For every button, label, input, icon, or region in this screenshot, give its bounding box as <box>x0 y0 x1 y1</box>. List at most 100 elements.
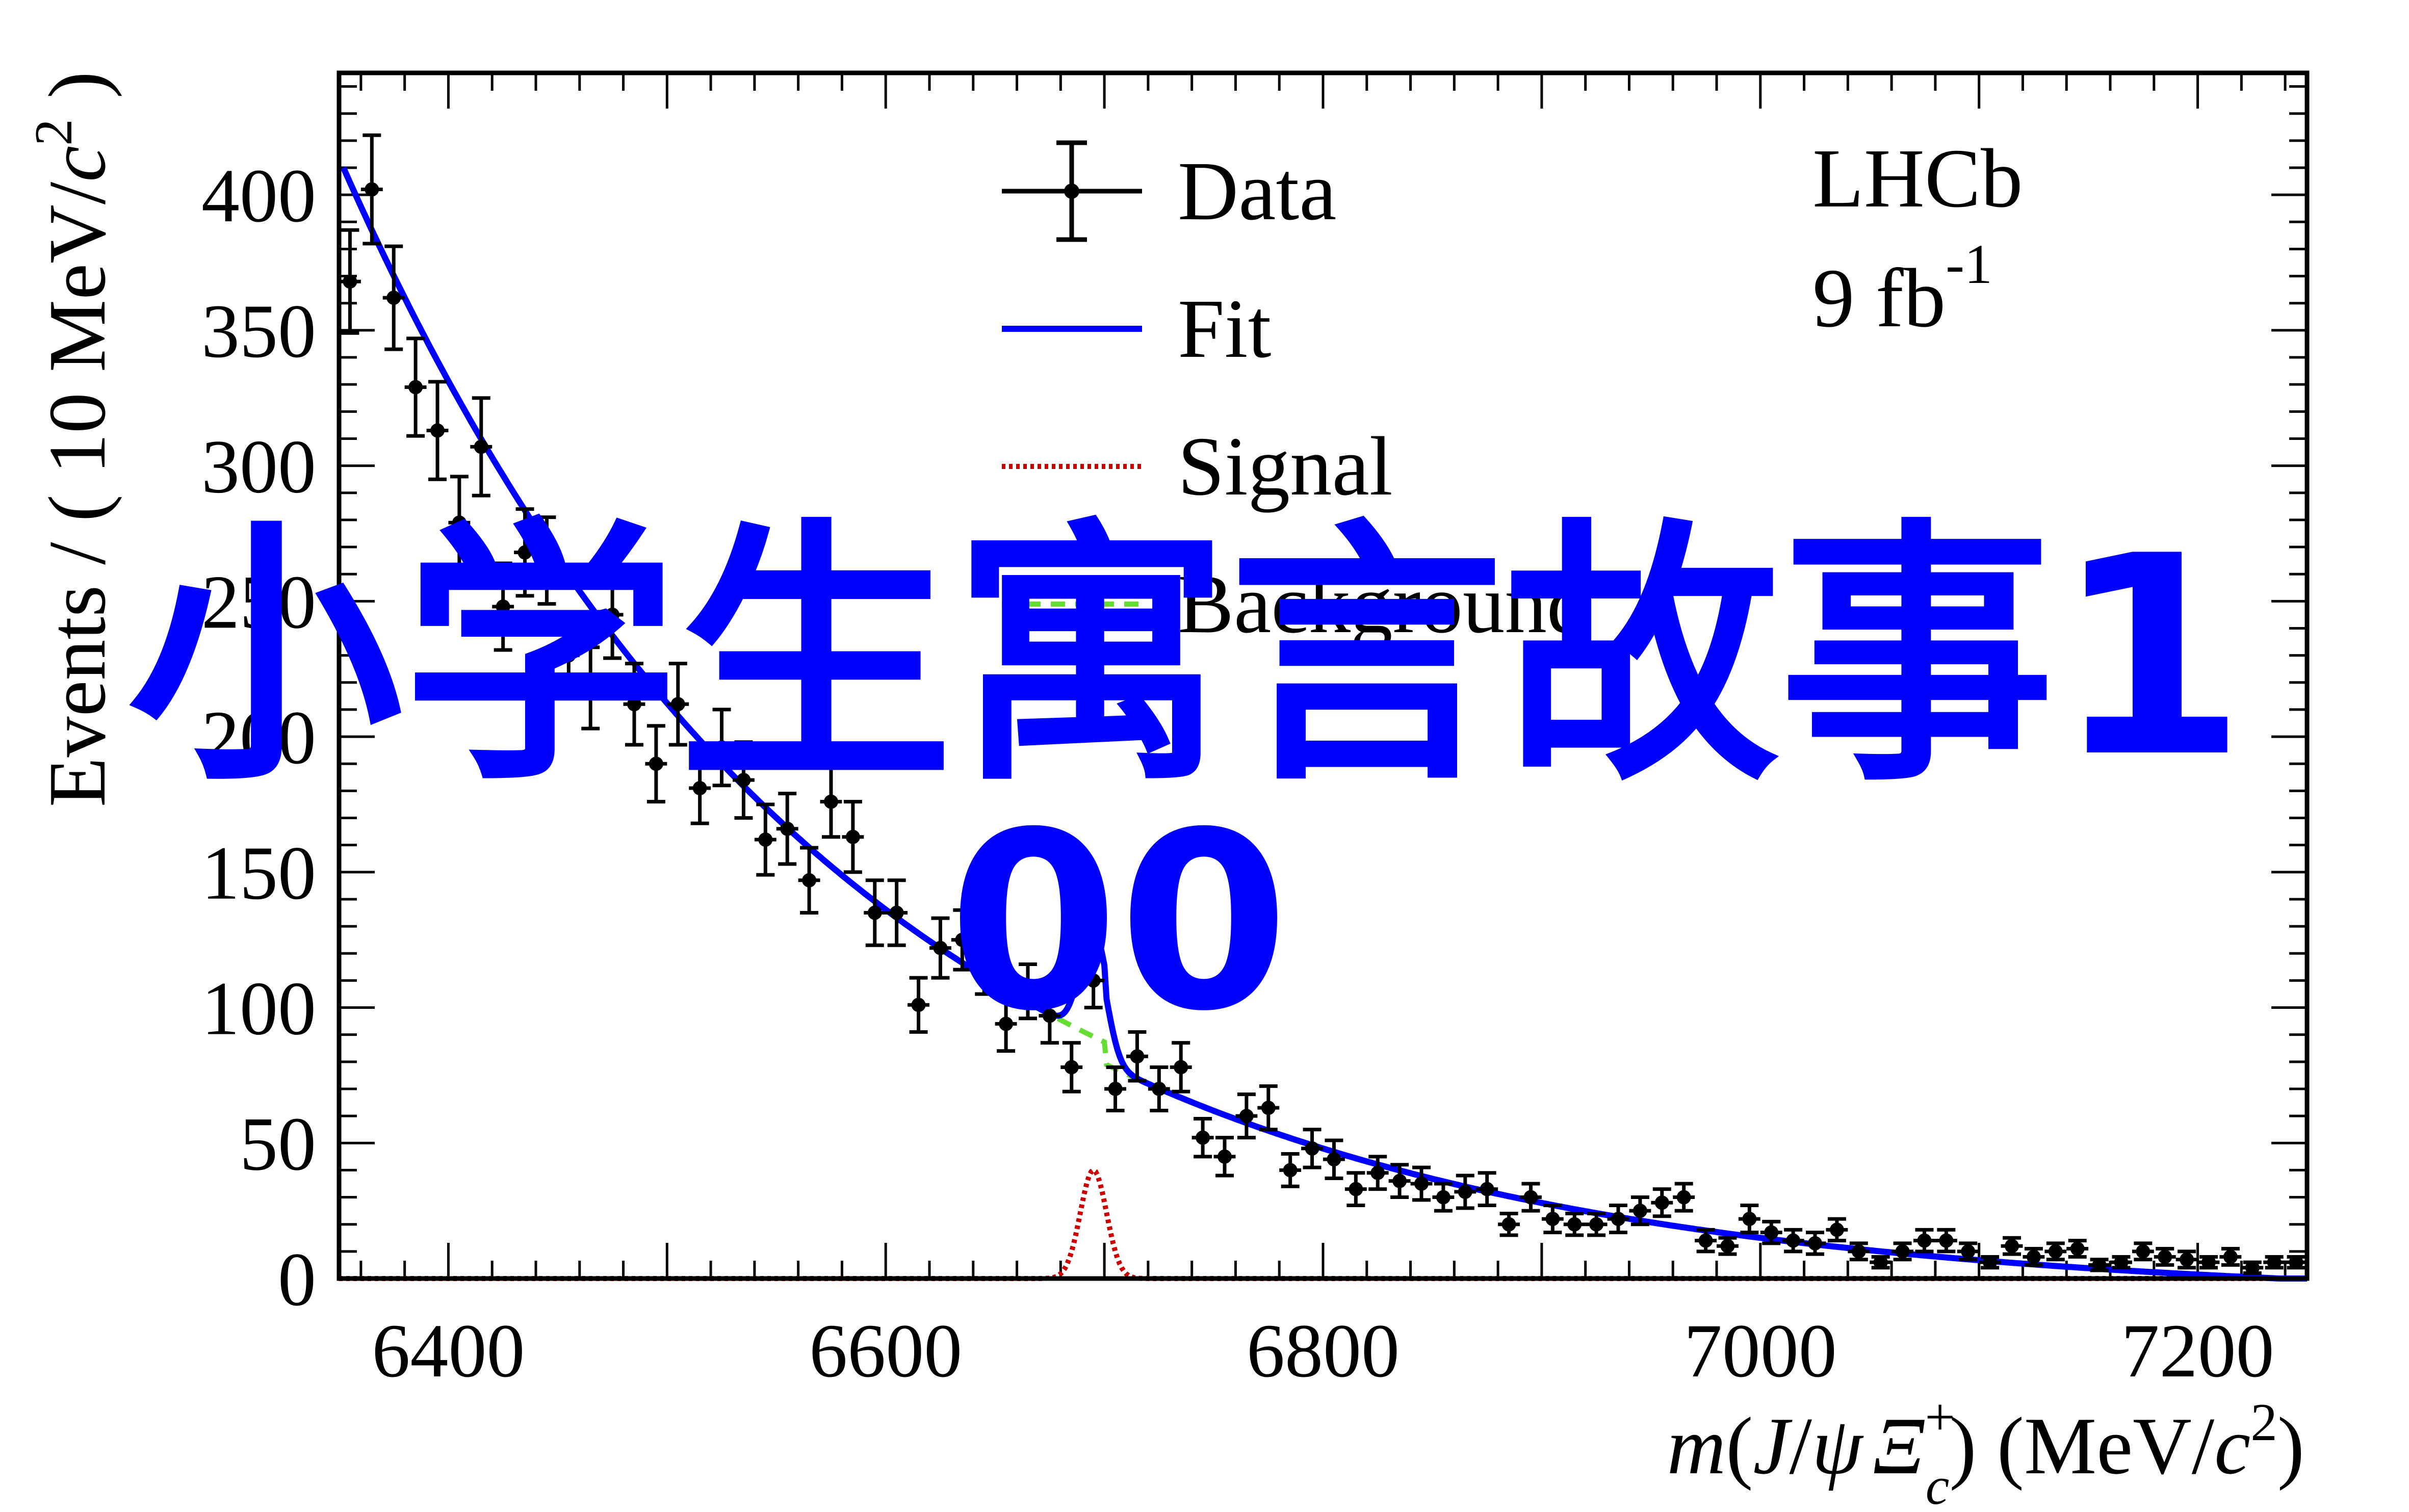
data-point <box>1848 1241 1870 1262</box>
plot-frame <box>336 70 2310 1281</box>
data-point-marker <box>1196 1130 1210 1145</box>
data-point <box>973 932 995 996</box>
data-point-marker <box>670 697 685 712</box>
data-point-marker <box>2092 1258 2107 1272</box>
data-point-marker <box>1851 1244 1866 1259</box>
data-point <box>557 613 580 698</box>
fit-curve <box>341 166 2308 1282</box>
data-point <box>1148 1065 1170 1112</box>
data-point-marker <box>430 423 445 438</box>
data-point <box>2132 1241 2154 1262</box>
data-point <box>2241 1260 2264 1275</box>
data-point <box>2197 1255 2220 1270</box>
data-point <box>1695 1228 1717 1254</box>
data-point <box>1498 1211 1520 1237</box>
data-point <box>995 995 1017 1053</box>
data-point-marker <box>999 1016 1014 1031</box>
data-point <box>1039 986 1061 1045</box>
data-point <box>2154 1247 2176 1267</box>
data-point <box>404 336 427 438</box>
data-point-marker <box>1349 1182 1363 1196</box>
data-point-marker <box>627 697 641 712</box>
data-point-marker <box>1108 1081 1123 1096</box>
data-point <box>426 380 449 481</box>
data-point-marker <box>889 905 904 920</box>
axis-ticks <box>339 73 2307 1280</box>
y-tick-label: 350 <box>201 289 316 374</box>
data-point <box>1410 1165 1433 1202</box>
data-point <box>1585 1211 1608 1237</box>
data-point-marker <box>845 829 860 844</box>
data-point <box>798 846 820 915</box>
data-point-marker <box>692 781 707 796</box>
legend: Data Fit Signal Background <box>1002 140 1589 650</box>
data-point-marker <box>2136 1244 2151 1259</box>
data-point-marker <box>1545 1212 1560 1227</box>
data-point <box>2066 1239 2089 1259</box>
data-point <box>1454 1174 1477 1210</box>
data-point-marker <box>1480 1182 1494 1196</box>
data-point <box>1979 1255 2001 1270</box>
data-point <box>1476 1171 1498 1208</box>
data-point-marker <box>1436 1190 1450 1205</box>
data-point-marker <box>2201 1255 2216 1270</box>
data-point <box>2219 1247 2242 1267</box>
data-point <box>1717 1236 1739 1256</box>
data-point-marker <box>1021 984 1035 999</box>
data-point <box>1301 1128 1323 1169</box>
data-point-marker <box>649 757 663 771</box>
data-point <box>951 908 973 972</box>
data-point-marker <box>1917 1233 1932 1248</box>
data-point-marker <box>496 599 510 614</box>
legend-label-fit: Fit <box>1178 282 1271 375</box>
data-point <box>1870 1255 1892 1270</box>
data-point-marker <box>2245 1260 2260 1275</box>
overlay-title-line1: 小学生寓言故事1 <box>127 498 2246 818</box>
data-point-marker <box>1808 1236 1822 1250</box>
data-point <box>645 724 667 804</box>
data-point-marker <box>605 607 620 622</box>
y-tick-label: 50 <box>240 1102 316 1186</box>
y-tick-label: 400 <box>201 153 316 238</box>
x-tick-labels: 6400 6600 6800 7000 7200 <box>372 1309 2274 1393</box>
data-point <box>886 878 908 947</box>
data-point-marker <box>758 832 773 847</box>
data-point <box>1366 1155 1389 1191</box>
data-point <box>2001 1236 2023 1256</box>
data-point <box>1651 1187 1673 1218</box>
overlay-title-line2: 00 <box>948 780 1289 1065</box>
data-point-marker <box>2289 1255 2303 1270</box>
x-axis-label: m(J/ψ Ξ+ c) (MeV/c2) <box>1667 1387 2304 1512</box>
data-point-marker <box>1611 1212 1625 1227</box>
data-point <box>1760 1219 1782 1245</box>
data-point-marker <box>1283 1163 1298 1178</box>
data-point <box>1826 1217 1848 1243</box>
data-point <box>1323 1138 1345 1180</box>
x-tick-label: 6800 <box>1247 1309 1400 1393</box>
data-point <box>2023 1247 2045 1267</box>
data-point <box>667 662 689 747</box>
data-point <box>1520 1182 1542 1213</box>
data-point <box>1170 1041 1192 1093</box>
data-point <box>1957 1241 1979 1262</box>
data-point-marker <box>2026 1249 2041 1264</box>
data-point <box>448 475 471 571</box>
data-point <box>1082 951 1105 1010</box>
data-point <box>492 561 514 652</box>
data-point <box>1673 1182 1695 1213</box>
data-point-marker <box>2114 1255 2129 1270</box>
data-point <box>1892 1241 1913 1262</box>
data-point-marker <box>1764 1225 1779 1240</box>
y-tick-labels: 0 50 100 150 200 250 300 350 400 <box>201 153 316 1322</box>
data-point <box>1235 1092 1258 1140</box>
data-point-marker <box>1939 1233 1954 1248</box>
data-point-marker <box>539 553 554 568</box>
data-point-marker <box>1698 1233 1713 1248</box>
data-point-marker <box>408 380 423 395</box>
data-point-marker <box>1414 1176 1429 1191</box>
data-point-marker <box>1042 1008 1057 1023</box>
data-point-marker <box>1239 1109 1254 1124</box>
data-point-marker <box>1654 1195 1669 1210</box>
data-point <box>579 645 602 731</box>
data-point <box>864 878 886 947</box>
